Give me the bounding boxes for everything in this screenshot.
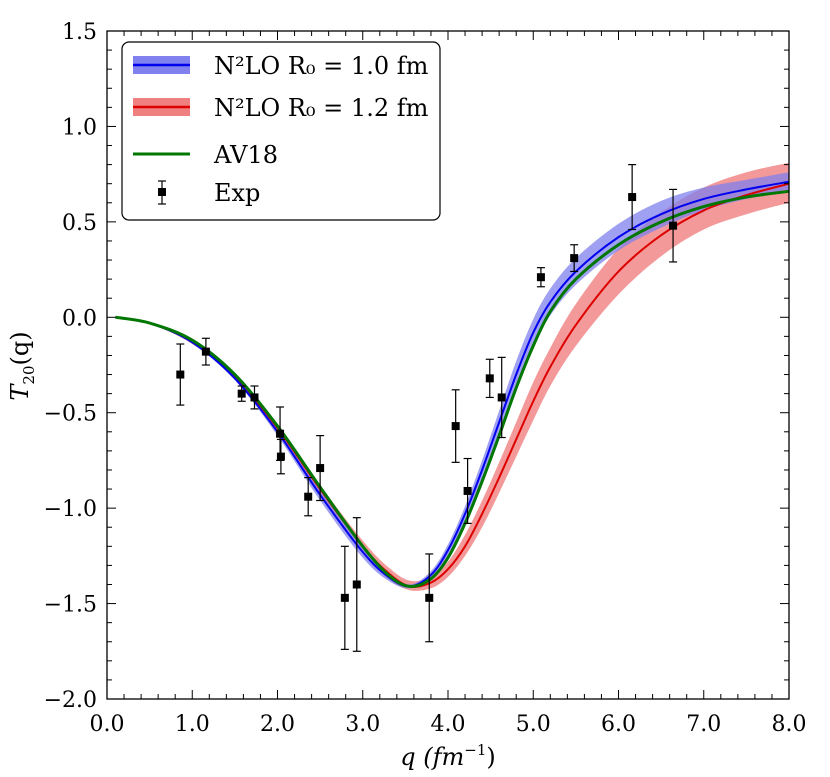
exp-point (485, 374, 494, 383)
exp-point (352, 580, 361, 589)
x-tick-label: 4.0 (431, 712, 466, 737)
legend-label-n2lo-r10: N²LO R₀ = 1.0 fm (214, 52, 429, 80)
exp-points (176, 164, 678, 652)
exp-point (669, 221, 678, 230)
x-tick-label: 5.0 (516, 712, 551, 737)
exp-point (316, 464, 325, 473)
y-tick-label: −2.0 (44, 688, 97, 713)
legend-frame (121, 41, 441, 221)
y-axis-label: T20(q) (6, 331, 38, 400)
series-lines (115, 180, 790, 588)
y-tick-label: 1.0 (62, 115, 97, 140)
exp-point (570, 254, 579, 263)
exp-point (628, 193, 637, 202)
y-axis-label-arg: (q) (6, 331, 34, 365)
exp-point (536, 273, 545, 282)
exp-point (237, 389, 246, 398)
y-tick-label: −1.5 (44, 593, 97, 618)
y-axis-label-text: T (6, 383, 34, 401)
y-tick-label: 0.5 (62, 211, 97, 236)
y-tick-label: −0.5 (44, 402, 97, 427)
x-axis-label: q (fm−1) (400, 741, 496, 771)
exp-point (276, 429, 285, 438)
line-av18 (115, 189, 790, 588)
y-tick-label: 1.5 (62, 20, 97, 45)
exp-point (463, 486, 472, 495)
x-axis-label-sup: −1 (464, 741, 486, 759)
line-n2lo-r10 (115, 180, 790, 588)
y-axis-label-sub: 20 (20, 365, 38, 384)
x-tick-label: 2.0 (260, 712, 295, 737)
x-axis-label-close: ) (486, 743, 495, 771)
y-tick-label: −1.0 (44, 497, 97, 522)
exp-point (451, 422, 460, 431)
y-tick-label: 0.0 (62, 306, 97, 331)
exp-point (176, 370, 185, 379)
legend-label-n2lo-r12: N²LO R₀ = 1.2 fm (214, 94, 429, 122)
legend-label-exp: Exp (214, 179, 260, 207)
x-axis-label-text: q (fm (400, 743, 464, 771)
legend-label-av18: AV18 (213, 141, 278, 169)
exp-point (304, 492, 313, 501)
x-tick-label: 6.0 (601, 712, 636, 737)
exp-point (201, 347, 210, 356)
x-tick-label: 1.0 (175, 712, 210, 737)
legend-swatch-marker-exp (158, 188, 166, 196)
exp-point (276, 452, 285, 461)
exp-point (497, 393, 506, 402)
axis-ticks (106, 30, 790, 700)
x-tick-label: 7.0 (686, 712, 721, 737)
legend: N²LO R₀ = 1.0 fm N²LO R₀ = 1.2 fm AV18 E… (121, 41, 441, 221)
x-tick-label: 0.0 (90, 712, 125, 737)
x-tick-label: 8.0 (772, 712, 807, 737)
x-tick-labels: 0.0 1.0 2.0 3.0 4.0 5.0 6.0 7.0 8.0 (90, 712, 807, 737)
exp-point (250, 393, 259, 402)
exp-point (340, 593, 349, 602)
exp-point (425, 593, 434, 602)
y-tick-labels: −2.0 −1.5 −1.0 −0.5 0.0 0.5 1.0 1.5 (44, 20, 97, 713)
x-tick-label: 3.0 (345, 712, 380, 737)
